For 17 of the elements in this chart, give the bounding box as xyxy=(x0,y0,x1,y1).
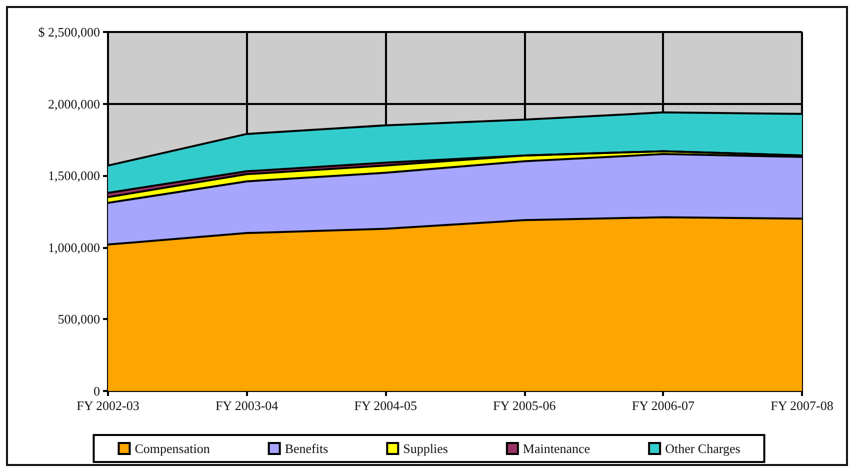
y-tick-label: 500,000 xyxy=(58,312,100,327)
x-tick-label: FY 2006-07 xyxy=(632,398,696,413)
y-tick-label: $ 2,500,000 xyxy=(38,24,100,40)
y-tick-label: 1,000,000 xyxy=(48,240,100,255)
x-tick-label: FY 2002-03 xyxy=(76,398,140,413)
y-tick-label: 1,500,000 xyxy=(48,168,100,184)
legend-label: Maintenance xyxy=(522,441,590,456)
y-tick-label: 0 xyxy=(94,384,100,398)
legend-label: Compensation xyxy=(134,441,210,456)
legend-label: Other Charges xyxy=(665,441,740,456)
x-tick-label: FY 2007-08 xyxy=(770,398,834,413)
legend-label: Supplies xyxy=(403,441,448,456)
legend-label: Benefits xyxy=(284,441,328,456)
y-tick-label: 2,000,000 xyxy=(48,96,100,112)
x-tick-label: FY 2003-04 xyxy=(215,398,279,413)
x-tick-label: FY 2004-05 xyxy=(354,398,417,413)
x-tick-label: FY 2005-06 xyxy=(493,398,556,413)
